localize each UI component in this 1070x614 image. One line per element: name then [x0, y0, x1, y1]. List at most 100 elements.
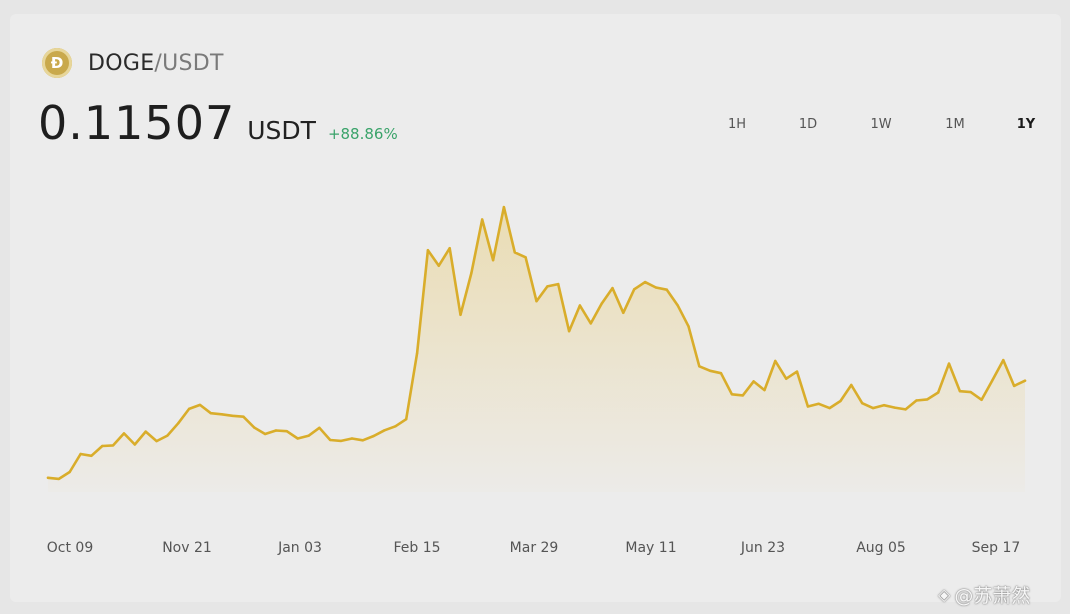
price-point [904, 408, 907, 411]
price-point [524, 256, 527, 259]
price-point [318, 426, 321, 429]
price-row: 0.11507 USDT +88.86% [38, 96, 398, 150]
price-point [90, 454, 93, 457]
price-point [806, 405, 810, 408]
price-point [177, 422, 180, 425]
x-tick-label: May 11 [625, 540, 676, 556]
price-point [101, 444, 104, 448]
price-change: +88.86% [327, 125, 398, 143]
price-point [535, 300, 538, 303]
price-point [1012, 384, 1016, 388]
price-point [415, 352, 419, 355]
price-point [296, 437, 299, 440]
price-point [882, 404, 886, 407]
x-tick-label: Oct 09 [47, 540, 93, 556]
tab-1m[interactable]: 1M [945, 117, 965, 132]
price-area-fill [48, 207, 1025, 492]
tab-1h[interactable]: 1H [727, 117, 747, 132]
price-point [633, 288, 636, 291]
price-point [926, 398, 929, 401]
price-point [285, 430, 288, 433]
price-point [861, 402, 864, 405]
price-point [611, 286, 614, 290]
price-point [253, 426, 256, 429]
price-point [187, 407, 191, 411]
price-point [828, 406, 831, 410]
price-point [719, 372, 723, 375]
price-point [426, 249, 430, 252]
price-point [383, 429, 386, 432]
price-point [437, 264, 440, 267]
price-point [79, 452, 82, 456]
tab-1w[interactable]: 1W [870, 117, 892, 132]
price-point [937, 391, 940, 394]
tab-1d[interactable]: 1D [798, 117, 818, 132]
price-point [893, 406, 896, 409]
price-point [155, 439, 158, 443]
price-point [871, 406, 875, 410]
price-point [513, 251, 516, 254]
dogecoin-logo-icon: Ð [42, 48, 72, 78]
price-point [361, 439, 364, 442]
price-point [654, 286, 658, 289]
price-point [730, 393, 734, 396]
price-point [339, 439, 343, 443]
price-point [817, 402, 820, 405]
price-point [958, 390, 962, 393]
price-point [676, 304, 679, 307]
price-point [546, 285, 549, 288]
price-point [274, 429, 278, 432]
price-unit: USDT [247, 116, 316, 145]
x-tick-label: Sep 17 [972, 540, 1021, 556]
price-point [557, 282, 560, 286]
x-tick-label: Aug 05 [856, 540, 906, 556]
price-point [405, 418, 408, 421]
price-point [969, 390, 972, 394]
price-point [643, 280, 647, 284]
price-point [1002, 358, 1005, 362]
tab-1y[interactable]: 1Y [1016, 117, 1036, 132]
price-point [763, 388, 766, 392]
price-point [481, 218, 484, 221]
price-point [795, 370, 799, 373]
price-point [1023, 379, 1027, 382]
x-tick-label: Jan 03 [277, 540, 322, 556]
price-point [622, 311, 625, 314]
price-point [122, 432, 126, 435]
price-point [46, 476, 50, 479]
price-point [502, 205, 506, 209]
price-point [372, 434, 375, 438]
price-point [980, 398, 983, 401]
price-point [231, 414, 234, 417]
price-point [915, 399, 918, 402]
price-point [752, 380, 755, 383]
price-point [470, 271, 473, 275]
price-point [687, 325, 690, 328]
pair-title: DOGE/USDT [88, 51, 224, 76]
pair-separator: / [154, 50, 163, 76]
price-point [144, 430, 147, 433]
price-point [600, 302, 603, 305]
price-point [448, 247, 451, 250]
price-point [947, 362, 951, 365]
price-point [578, 304, 582, 307]
watermark: ◈ @苏萧然 [938, 581, 1030, 608]
price-point [220, 413, 223, 416]
price-point [307, 434, 310, 437]
price-point [394, 425, 397, 428]
price-point [589, 322, 592, 325]
price-point [491, 259, 495, 262]
current-price: 0.11507 [38, 96, 236, 150]
price-point [665, 288, 668, 291]
price-point [350, 437, 354, 440]
pair-header: Ð DOGE/USDT [42, 48, 224, 78]
price-point [991, 379, 994, 382]
price-point [68, 470, 71, 474]
x-tick-label: Nov 21 [162, 540, 212, 556]
x-tick-label: Mar 29 [510, 540, 559, 556]
price-point [709, 369, 712, 372]
weibo-logo-icon: ◈ [938, 585, 951, 604]
price-point [698, 365, 701, 368]
x-tick-label: Feb 15 [393, 540, 440, 556]
